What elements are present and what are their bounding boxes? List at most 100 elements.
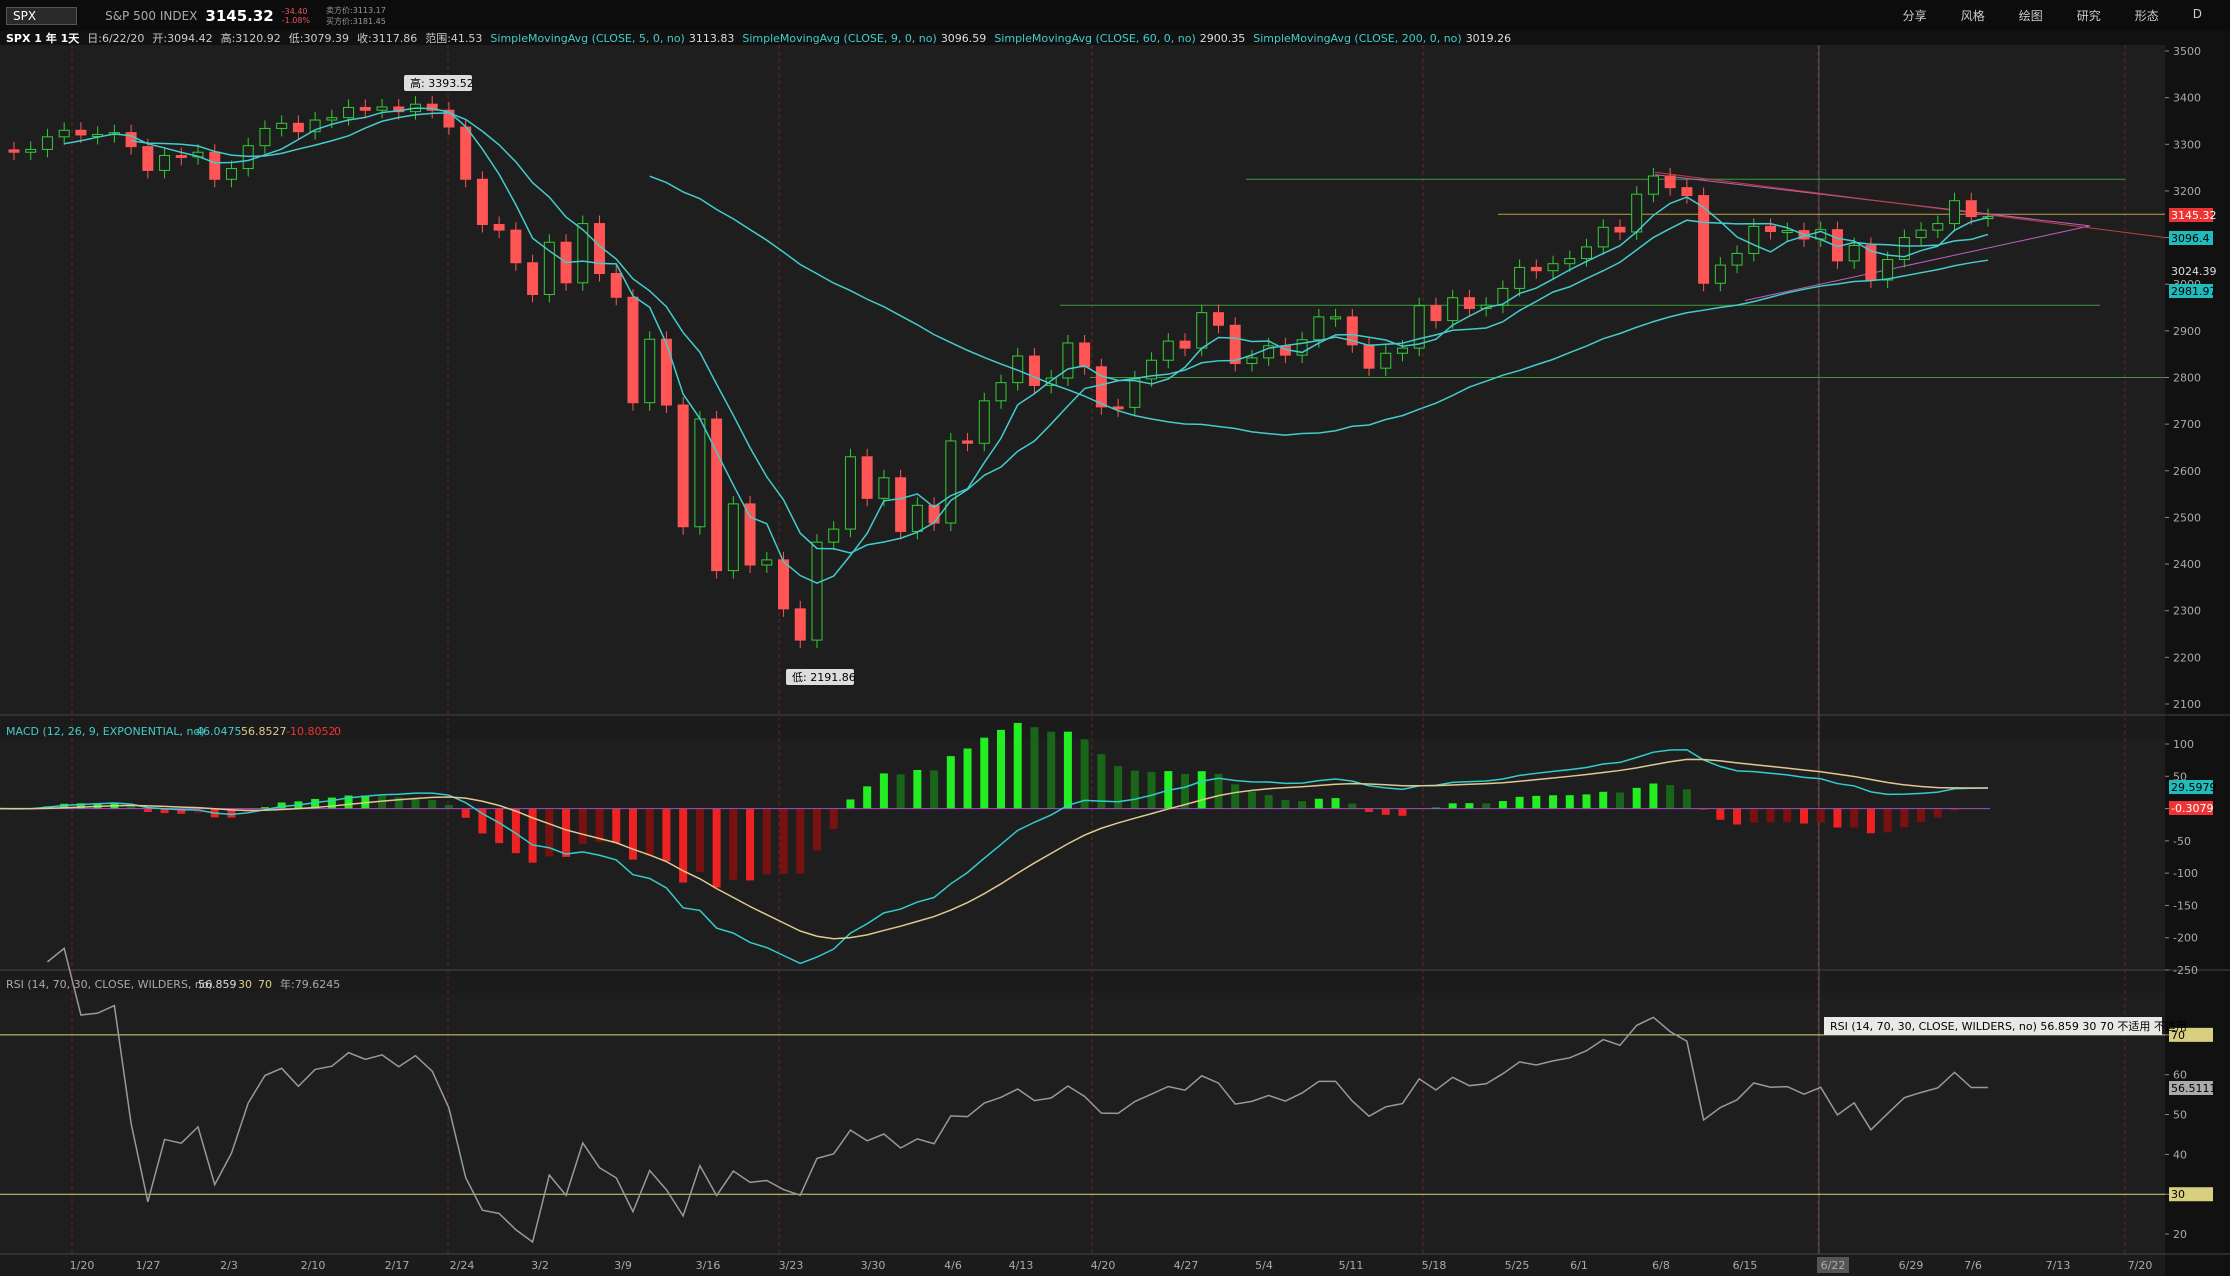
- macd-header: 46.0475: [196, 725, 242, 738]
- macd-hist: [863, 786, 872, 809]
- macd-hist: [1147, 771, 1156, 809]
- candle: [844, 456, 856, 530]
- macd-hist: [595, 808, 604, 843]
- candle: [1095, 366, 1107, 408]
- macd-hist: [1298, 801, 1307, 809]
- y-tick-label: 3300: [2173, 138, 2201, 151]
- candle: [1497, 287, 1509, 306]
- study-value: 3113.83: [688, 31, 735, 45]
- y-tick-label: 3400: [2173, 92, 2201, 105]
- candle: [209, 151, 221, 180]
- candle: [1664, 175, 1676, 189]
- x-tick-label: 1/20: [70, 1259, 95, 1272]
- candle: [1647, 175, 1659, 195]
- price-tag-label: 70: [2171, 1029, 2185, 1042]
- candle: [1564, 258, 1576, 265]
- y-tick-label: 2600: [2173, 465, 2201, 478]
- candle: [1530, 266, 1542, 272]
- study-name: SimpleMovingAvg (CLOSE, 9, 0, no): [742, 31, 937, 45]
- candle: [861, 456, 873, 499]
- candle: [8, 149, 20, 153]
- macd-hist: [1181, 773, 1190, 809]
- macd-hist: [277, 802, 286, 809]
- y-tick-label: -250: [2173, 964, 2198, 977]
- candle: [1012, 355, 1024, 384]
- macd-hist: [1816, 808, 1825, 823]
- y-tick-label: 2300: [2173, 605, 2201, 618]
- macd-hist: [76, 803, 85, 809]
- macd-hist: [846, 799, 855, 809]
- candle: [359, 106, 371, 111]
- macd-hist: [762, 808, 771, 875]
- change: -34.40 -1.08%: [282, 7, 318, 25]
- price-tag-label: 3096.4: [2171, 232, 2210, 245]
- macd-hist: [930, 770, 939, 809]
- candle: [1363, 344, 1375, 369]
- tool-button[interactable]: 形态: [2134, 9, 2159, 23]
- candle: [292, 122, 304, 133]
- rsi-header: RSI (14, 70, 30, CLOSE, WILDERS, no): [6, 978, 213, 991]
- candle: [1581, 246, 1593, 260]
- tool-button[interactable]: 分享: [1902, 9, 1927, 23]
- macd-hist: [829, 808, 838, 830]
- y-tick-label: 40: [2173, 1148, 2187, 1161]
- top-bar: SPX S&P 500 INDEX 3145.32 -34.40 -1.08% 卖…: [0, 0, 2230, 31]
- x-tick-label: 3/23: [779, 1259, 804, 1272]
- candle: [1949, 200, 1961, 225]
- date-highlight: [1817, 1257, 1849, 1273]
- macd-hist: [1833, 808, 1842, 828]
- x-tick-label: 3/30: [861, 1259, 886, 1272]
- chart-area: 3500340033003200310030002900280027002600…: [0, 45, 2230, 1276]
- info-range: 范围:41.53: [425, 32, 483, 45]
- tooltip-box: [1824, 1017, 2162, 1035]
- candle: [627, 296, 639, 404]
- macd-hist: [177, 808, 186, 814]
- macd-hist: [1080, 739, 1089, 809]
- study-name: SimpleMovingAvg (CLOSE, 60, 0, no): [994, 31, 1196, 45]
- macd-hist: [1950, 808, 1959, 811]
- candle: [75, 129, 87, 136]
- study-value: 3096.59: [940, 31, 987, 45]
- candle: [259, 127, 271, 147]
- macd-hist: [260, 807, 269, 809]
- candle: [1162, 340, 1174, 361]
- macd-hist: [796, 808, 805, 874]
- macd-hist: [1599, 791, 1608, 809]
- price-tag-label: 3145.32: [2171, 209, 2217, 222]
- study-name: SimpleMovingAvg (CLOSE, 200, 0, no): [1253, 31, 1462, 45]
- price-tag-label: 2981.97: [2171, 285, 2217, 298]
- candle: [744, 503, 756, 566]
- x-tick-label: 5/18: [1422, 1259, 1447, 1272]
- candle: [125, 132, 137, 148]
- candle: [761, 559, 773, 566]
- tool-button[interactable]: 绘图: [2018, 9, 2043, 23]
- macd-hist: [394, 797, 403, 809]
- candle: [1915, 229, 1927, 239]
- y-tick-label: 2500: [2173, 511, 2201, 524]
- x-tick-label: 5/25: [1505, 1259, 1530, 1272]
- tool-button[interactable]: 研究: [2076, 9, 2101, 23]
- macd-hist: [1247, 791, 1256, 809]
- price-panel: [0, 45, 2165, 715]
- macd-hist: [1482, 803, 1491, 809]
- candle: [1748, 225, 1760, 254]
- rsi-header: 年:79.6245: [280, 977, 340, 991]
- tool-button[interactable]: 风格: [1960, 9, 1985, 23]
- candle: [1430, 305, 1442, 322]
- candle: [510, 229, 522, 264]
- period-button[interactable]: D: [2192, 7, 2202, 21]
- y-tick-label: -150: [2173, 899, 2198, 912]
- change-value: -34.40: [281, 6, 308, 16]
- candle: [610, 272, 622, 298]
- symbol-box[interactable]: SPX: [6, 6, 78, 25]
- candle: [577, 223, 589, 284]
- candle: [711, 418, 723, 572]
- macd-hist: [143, 808, 152, 813]
- macd-hist: [1549, 795, 1558, 809]
- price-tag-label: -0.3079: [2171, 802, 2213, 815]
- last-price: 3145.32: [205, 6, 274, 25]
- signal-line: [0, 758, 1989, 940]
- macd-hist: [712, 808, 721, 888]
- candle: [1296, 339, 1308, 356]
- x-tick-label: 2/3: [220, 1259, 238, 1272]
